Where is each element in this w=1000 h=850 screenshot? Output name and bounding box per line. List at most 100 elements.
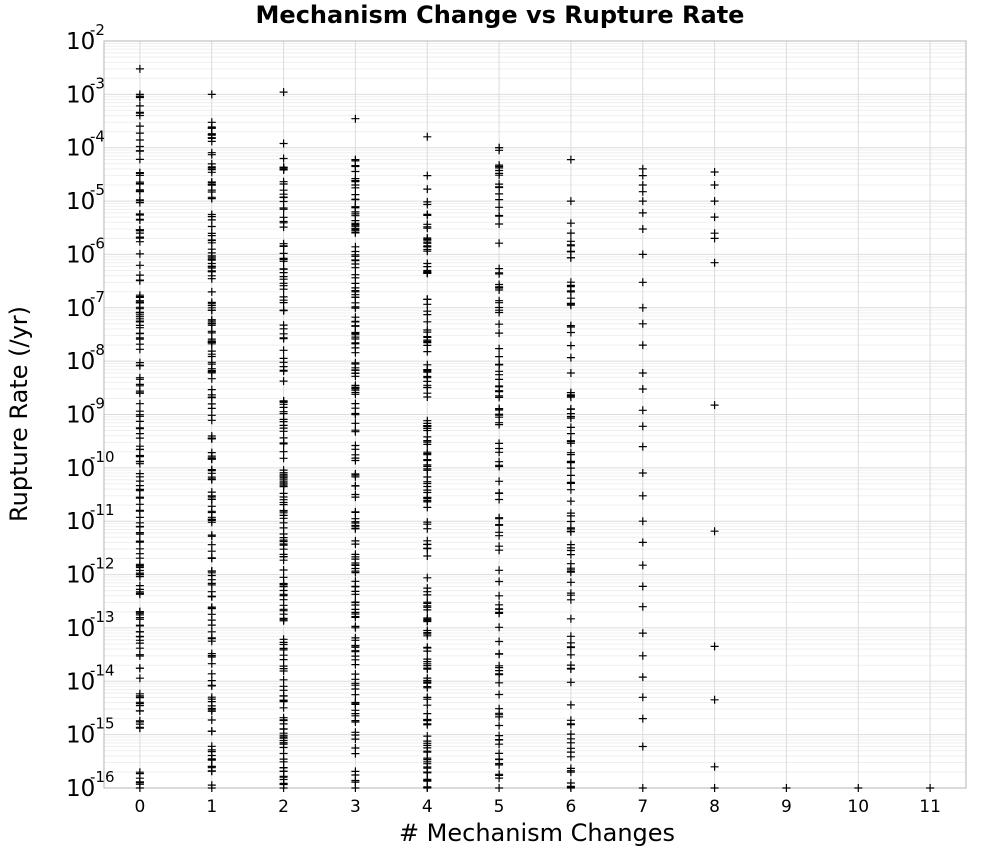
data-point — [207, 301, 216, 310]
data-point — [495, 143, 504, 152]
data-point — [566, 527, 575, 536]
data-point — [638, 278, 647, 287]
x-tick-label: 1 — [206, 797, 217, 817]
data-point — [495, 546, 504, 555]
y-tick-label: 10-7 — [66, 288, 105, 322]
y-tick-exponent: -2 — [90, 21, 105, 39]
data-point — [495, 370, 504, 379]
data-point — [351, 711, 360, 720]
data-point — [495, 352, 504, 361]
data-point — [279, 545, 288, 554]
data-point — [566, 219, 575, 228]
data-point — [566, 678, 575, 687]
chart-title: Mechanism Change vs Rupture Rate — [256, 1, 745, 29]
data-point — [279, 664, 288, 673]
data-point — [710, 762, 719, 771]
data-point — [279, 427, 288, 436]
data-point — [351, 493, 360, 502]
data-point — [135, 424, 144, 433]
data-point — [566, 614, 575, 623]
data-point — [495, 712, 504, 721]
data-point — [207, 567, 216, 575]
data-point — [351, 426, 360, 435]
data-point — [423, 448, 432, 457]
data-point — [351, 174, 360, 183]
data-point — [638, 369, 647, 377]
data-point — [207, 637, 216, 646]
data-point — [279, 346, 288, 355]
data-point — [710, 181, 719, 189]
data-point — [207, 168, 216, 177]
data-point — [135, 64, 144, 73]
data-point — [566, 700, 575, 709]
y-tick-exponent: -9 — [90, 395, 105, 413]
data-point — [566, 450, 575, 459]
data-point — [351, 209, 360, 218]
data-point — [710, 695, 719, 704]
grid — [104, 40, 966, 789]
data-point — [279, 272, 288, 281]
y-tick-exponent: -14 — [90, 661, 115, 679]
data-point — [638, 582, 647, 591]
data-point — [207, 531, 216, 540]
data-point — [351, 167, 360, 176]
data-point — [566, 369, 575, 377]
data-point — [638, 651, 647, 660]
data-point — [207, 579, 216, 588]
data-point — [710, 784, 719, 792]
data-point — [351, 155, 360, 164]
data-point — [207, 453, 216, 462]
data-point — [423, 326, 432, 334]
data-point — [135, 276, 144, 285]
data-point — [351, 623, 360, 632]
data-point — [423, 552, 432, 560]
data-point — [207, 259, 216, 268]
data-point — [423, 300, 432, 309]
data-point — [423, 584, 432, 593]
data-point — [423, 456, 432, 465]
data-point — [566, 240, 575, 249]
data-point — [638, 742, 647, 751]
data-point — [423, 440, 432, 449]
y-tick-base: 10 — [66, 29, 95, 55]
y-tick-base: 10 — [66, 349, 95, 375]
data-point — [351, 114, 360, 123]
data-point — [351, 598, 360, 607]
data-point — [495, 604, 504, 613]
data-point — [638, 406, 647, 415]
y-tick-base: 10 — [66, 189, 95, 215]
data-point — [423, 171, 432, 180]
data-point — [638, 629, 647, 638]
data-point — [495, 161, 504, 170]
data-point — [495, 531, 504, 540]
x-tick-label: 6 — [566, 797, 577, 817]
data-point — [207, 554, 216, 563]
data-point — [495, 439, 504, 448]
data-point — [279, 186, 288, 195]
data-point — [351, 263, 360, 272]
data-point — [135, 469, 144, 478]
data-point — [351, 410, 360, 419]
data-point — [279, 139, 288, 148]
data-point — [710, 401, 719, 410]
y-tick-base: 10 — [66, 136, 95, 162]
data-point — [495, 195, 504, 204]
data-point — [638, 164, 647, 173]
data-point — [710, 197, 719, 206]
data-point — [351, 735, 360, 744]
data-point — [351, 321, 360, 330]
data-point — [566, 353, 575, 362]
data-point — [423, 518, 432, 527]
data-point — [135, 621, 144, 630]
data-point — [566, 478, 575, 487]
data-point — [279, 651, 288, 660]
data-point — [423, 732, 432, 741]
data-point — [135, 485, 144, 494]
data-point — [279, 177, 288, 186]
data-point — [351, 369, 360, 378]
data-point — [135, 187, 144, 196]
data-point — [135, 544, 144, 553]
data-point — [566, 436, 575, 445]
data-point — [279, 696, 288, 705]
data-point — [854, 784, 863, 792]
